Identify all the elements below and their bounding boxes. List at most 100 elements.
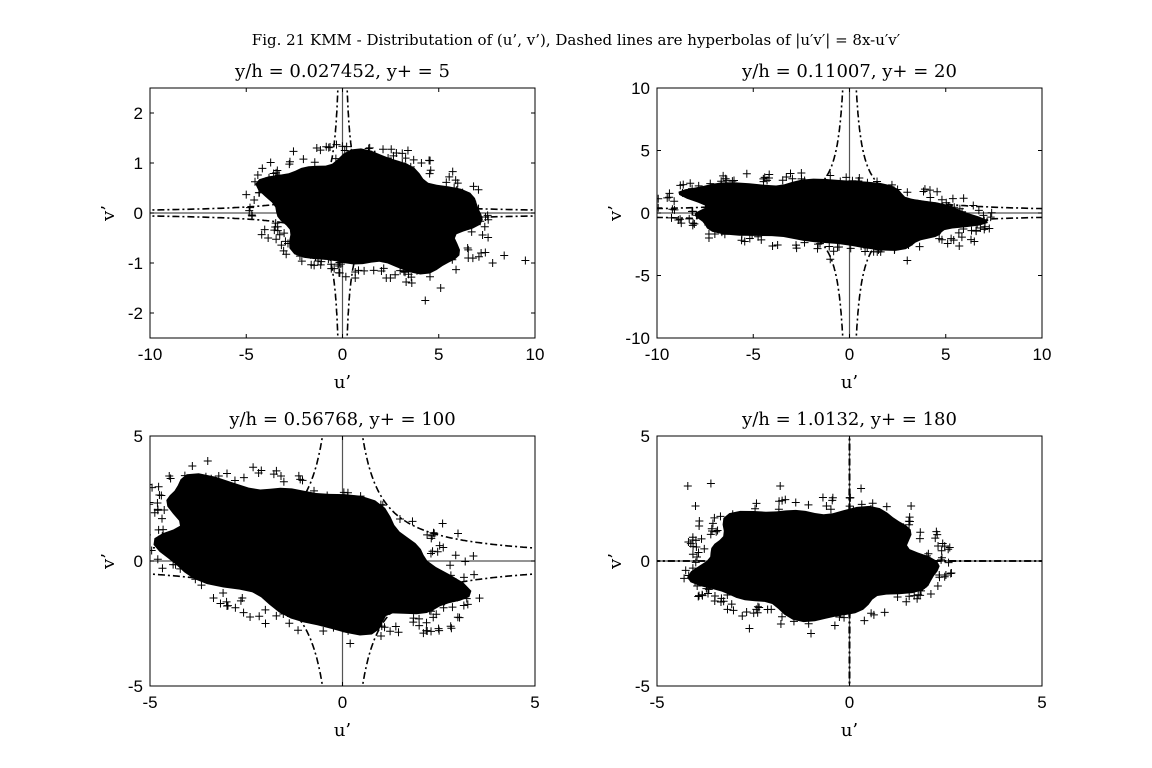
data-point <box>317 257 326 266</box>
hyperbola-branch-4 <box>150 215 339 338</box>
data-point <box>439 603 448 612</box>
data-point <box>925 186 934 195</box>
data-point <box>483 211 492 220</box>
x-tick-label: -10 <box>645 345 670 364</box>
data-point <box>260 184 269 193</box>
data-point <box>401 154 410 163</box>
y-tick-label: 0 <box>641 204 650 223</box>
data-point <box>738 611 747 620</box>
data-point <box>896 239 905 248</box>
data-point-outlier <box>403 146 412 155</box>
data-point <box>154 482 163 491</box>
data-point <box>663 193 672 202</box>
data-point <box>792 241 801 250</box>
data-point <box>474 185 483 194</box>
data-point <box>931 534 940 543</box>
data-point <box>458 188 467 197</box>
data-point <box>834 242 843 251</box>
data-point <box>386 627 395 636</box>
chart-panel-2: -10 -5 0 5 10 -10 -5 0 5 10 y/h = 0.11007, y+ = 20… <box>605 61 1051 393</box>
data-point <box>948 194 957 203</box>
data-point <box>860 616 869 625</box>
data-point-outlier <box>417 159 426 167</box>
data-point <box>768 242 777 251</box>
data-point <box>706 220 715 229</box>
data-point <box>475 594 484 603</box>
data-point <box>138 535 146 543</box>
data-point-outlier <box>706 582 715 590</box>
data-point <box>365 143 374 152</box>
data-point-outlier <box>423 627 432 635</box>
data-point <box>176 564 185 573</box>
x-axis-label: u’ <box>841 372 858 393</box>
data-point <box>351 274 360 283</box>
data-point <box>158 514 167 523</box>
data-point <box>301 249 310 258</box>
data-point <box>924 549 933 558</box>
data-point <box>889 186 898 195</box>
data-point <box>266 158 275 167</box>
data-point-outlier <box>223 469 231 478</box>
data-point <box>903 188 912 197</box>
data-point-outlier <box>319 627 328 635</box>
data-point <box>297 257 306 266</box>
data-point <box>967 235 976 244</box>
data-point <box>395 515 404 524</box>
data-point <box>729 515 738 524</box>
data-point <box>943 239 952 248</box>
data-point <box>760 173 769 182</box>
data-point <box>882 502 891 511</box>
data-point <box>947 568 956 577</box>
data-point <box>681 566 690 575</box>
y-axis-label: v’ <box>605 205 626 222</box>
data-point <box>861 507 870 516</box>
data-point <box>156 537 165 546</box>
data-point-outlier <box>745 624 754 633</box>
data-point <box>963 215 972 224</box>
y-tick-label: 0 <box>641 552 650 571</box>
data-point <box>826 505 835 514</box>
data-point <box>723 591 732 600</box>
data-point <box>294 626 303 635</box>
data-point <box>926 589 935 598</box>
data-point <box>435 626 444 635</box>
data-point <box>800 176 809 185</box>
x-tick-label: 5 <box>530 693 539 712</box>
data-point <box>249 463 258 472</box>
x-tick-label: 0 <box>338 693 347 712</box>
data-point <box>791 498 800 507</box>
data-point-outlier <box>695 517 704 525</box>
data-point <box>704 589 713 598</box>
data-point <box>955 241 964 250</box>
data-point <box>691 558 700 567</box>
data-point <box>926 193 935 202</box>
data-point <box>409 618 418 627</box>
data-point-outlier <box>722 542 731 550</box>
data-point-outlier <box>450 184 459 192</box>
data-point-outlier <box>500 251 509 260</box>
hyperbola-branch-4 <box>657 560 851 686</box>
data-point <box>411 264 420 273</box>
y-tick-label: 10 <box>631 79 650 98</box>
data-point-outlier <box>463 244 472 252</box>
data-point <box>258 164 267 173</box>
data-point <box>863 178 872 187</box>
data-point <box>848 176 857 185</box>
data-point <box>688 550 697 559</box>
data-point <box>391 270 400 279</box>
data-point-outlier <box>203 457 212 465</box>
data-point <box>920 185 929 194</box>
data-point <box>279 477 288 486</box>
data-point <box>880 608 889 617</box>
data-point-cloud <box>255 148 483 275</box>
data-point <box>825 242 834 251</box>
figure-title: Fig. 21 KMM - Distributation of (u’, v’)… <box>252 31 901 49</box>
data-point <box>387 145 396 154</box>
data-point <box>257 230 266 239</box>
data-point <box>280 229 289 238</box>
data-point-outlier <box>797 169 806 177</box>
data-point-outlier <box>488 259 497 267</box>
data-point <box>272 466 281 475</box>
data-point <box>691 577 700 586</box>
